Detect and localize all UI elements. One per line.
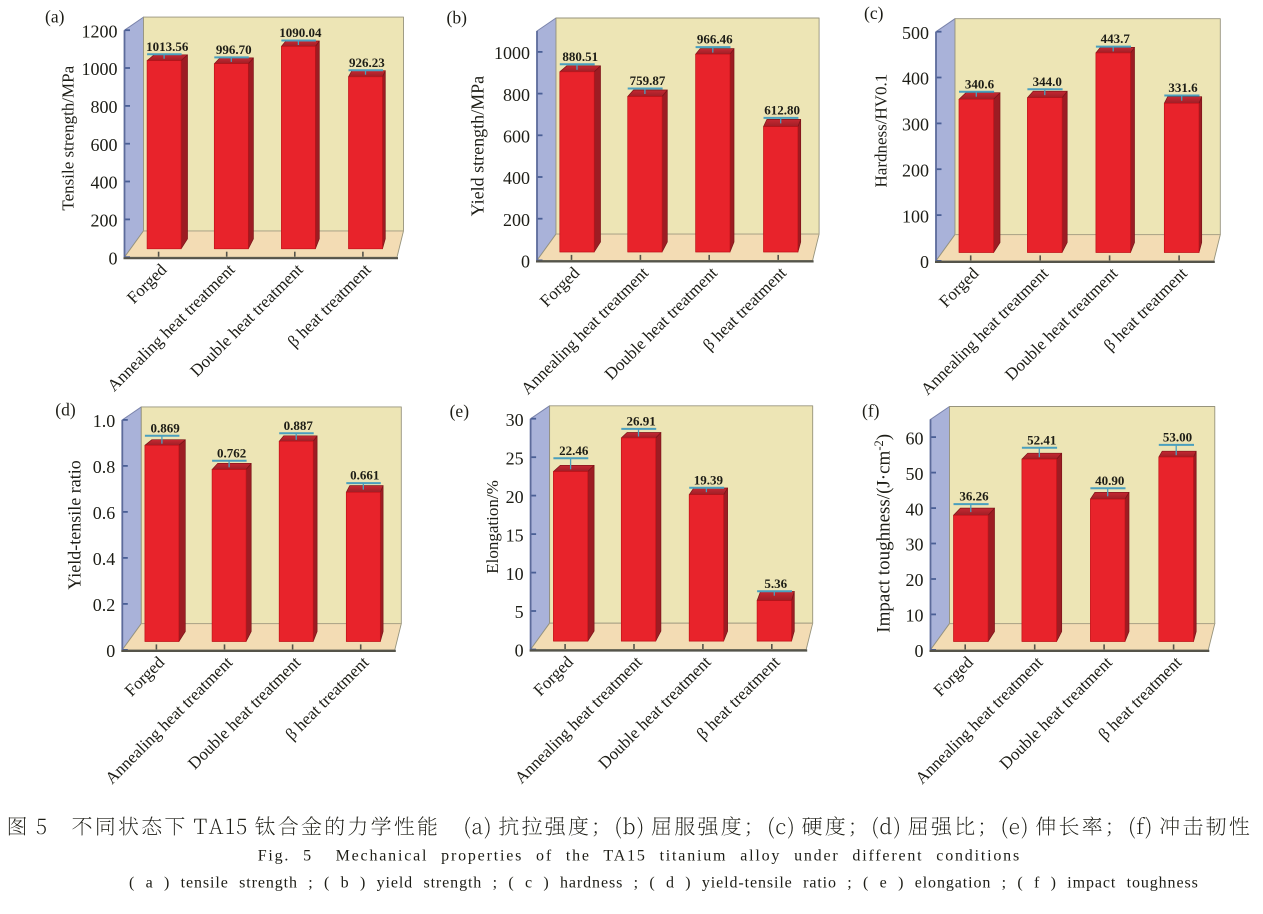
svg-text:10: 10 (906, 606, 924, 626)
svg-text:30: 30 (906, 535, 924, 555)
svg-text:0: 0 (109, 248, 118, 268)
svg-text:40.90: 40.90 (1095, 473, 1124, 488)
svg-text:Yield strength/MPa: Yield strength/MPa (467, 76, 487, 217)
svg-text:0.8: 0.8 (93, 457, 116, 477)
svg-text:15: 15 (506, 525, 524, 545)
svg-text:0.6: 0.6 (93, 503, 116, 523)
svg-text:200: 200 (503, 210, 530, 230)
svg-text:966.46: 966.46 (697, 32, 733, 47)
svg-text:0: 0 (920, 252, 929, 272)
svg-text:0.661: 0.661 (350, 468, 379, 483)
svg-text:20: 20 (906, 570, 924, 590)
svg-text:612.80: 612.80 (764, 103, 800, 118)
svg-text:600: 600 (503, 127, 530, 147)
svg-text:(c): (c) (864, 3, 884, 23)
svg-text:0.2: 0.2 (93, 595, 116, 615)
svg-text:25: 25 (506, 448, 524, 468)
svg-text:(d): (d) (55, 400, 76, 420)
svg-text:996.70: 996.70 (216, 42, 252, 57)
svg-text:(a): (a) (45, 7, 65, 27)
svg-text:100: 100 (902, 206, 929, 226)
svg-text:Impact toughness/(J·cm-2): Impact toughness/(J·cm-2) (872, 434, 895, 633)
svg-text:1200: 1200 (82, 21, 118, 41)
svg-text:20: 20 (506, 487, 524, 507)
svg-text:5: 5 (515, 602, 524, 622)
svg-text:800: 800 (91, 97, 118, 117)
svg-text:880.51: 880.51 (562, 49, 598, 64)
svg-text:10: 10 (506, 564, 524, 584)
svg-text:40: 40 (906, 499, 924, 519)
svg-text:200: 200 (902, 160, 929, 180)
svg-text:19.39: 19.39 (694, 472, 724, 487)
svg-text:(b): (b) (447, 8, 468, 28)
svg-text:800: 800 (503, 85, 530, 105)
svg-text:0.4: 0.4 (93, 549, 116, 569)
svg-text:1000: 1000 (82, 59, 118, 79)
svg-text:Fig. 5 Mechanical properties: Fig. 5 Mechanical properties of the TA15… (258, 848, 1021, 865)
svg-text:0: 0 (915, 641, 924, 661)
svg-text:400: 400 (91, 173, 118, 193)
svg-text:0: 0 (515, 641, 524, 661)
svg-text:53.00: 53.00 (1163, 430, 1192, 445)
svg-text:600: 600 (91, 135, 118, 155)
svg-text:Tensile strength/MPa: Tensile strength/MPa (58, 65, 77, 210)
svg-text:0.762: 0.762 (217, 445, 246, 460)
svg-text:340.6: 340.6 (965, 76, 995, 91)
svg-text:5.36: 5.36 (764, 576, 787, 591)
svg-text:0: 0 (106, 641, 115, 661)
svg-text:926.23: 926.23 (349, 55, 385, 70)
svg-text:344.0: 344.0 (1033, 74, 1062, 89)
svg-text:500: 500 (902, 23, 929, 43)
svg-text:1013.56: 1013.56 (146, 39, 189, 54)
svg-text:52.41: 52.41 (1027, 432, 1056, 447)
svg-text:443.7: 443.7 (1101, 31, 1131, 46)
svg-text:0.869: 0.869 (150, 420, 180, 435)
svg-text:Yield-tensile ratio: Yield-tensile ratio (65, 460, 85, 589)
svg-text:200: 200 (91, 211, 118, 231)
svg-text:0: 0 (521, 252, 530, 272)
svg-text:36.26: 36.26 (959, 489, 989, 504)
svg-text:(e): (e) (450, 401, 470, 421)
svg-text:331.6: 331.6 (1168, 80, 1198, 95)
svg-text:( a ) tensile strength ; ( b ): ( a ) tensile strength ; ( b ) yield str… (129, 875, 1199, 892)
svg-text:26.91: 26.91 (626, 414, 655, 429)
svg-text:300: 300 (902, 115, 929, 135)
svg-text:1000: 1000 (494, 43, 530, 63)
svg-text:400: 400 (503, 168, 530, 188)
svg-text:30: 30 (506, 410, 524, 430)
svg-text:0.887: 0.887 (284, 418, 314, 433)
svg-text:60: 60 (906, 428, 924, 448)
svg-text:Elongation/%: Elongation/% (483, 480, 502, 573)
svg-text:400: 400 (902, 69, 929, 89)
svg-text:(f): (f) (862, 401, 880, 421)
svg-text:1090.04: 1090.04 (279, 25, 322, 40)
svg-text:Hardness/HV0.1: Hardness/HV0.1 (872, 74, 891, 188)
svg-text:50: 50 (906, 464, 924, 484)
svg-text:22.46: 22.46 (559, 443, 589, 458)
svg-text:759.87: 759.87 (630, 73, 666, 88)
svg-text:1.0: 1.0 (93, 411, 116, 431)
